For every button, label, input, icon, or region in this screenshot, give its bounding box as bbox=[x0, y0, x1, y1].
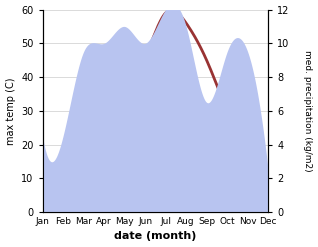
X-axis label: date (month): date (month) bbox=[114, 231, 197, 242]
Y-axis label: max temp (C): max temp (C) bbox=[5, 77, 16, 144]
Y-axis label: med. precipitation (kg/m2): med. precipitation (kg/m2) bbox=[303, 50, 313, 172]
